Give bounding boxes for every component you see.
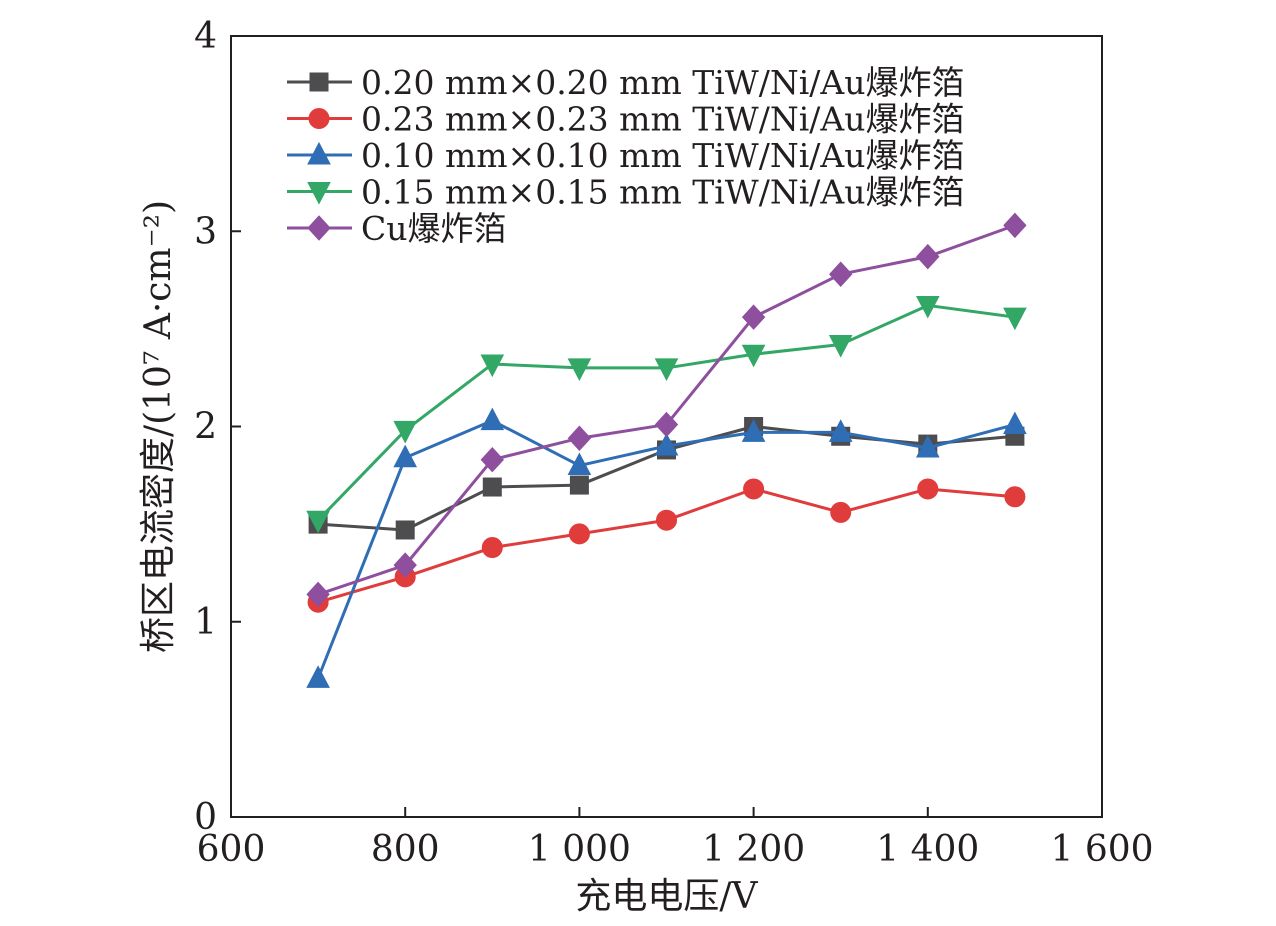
data-point xyxy=(916,243,940,270)
legend-swatch-marker xyxy=(307,182,331,205)
data-point xyxy=(917,478,939,500)
data-point xyxy=(393,420,418,444)
y-axis-title: 桥区电流密度/(10⁷ A·cm⁻²) xyxy=(138,200,179,653)
x-tick-label: 1 000 xyxy=(528,829,631,870)
data-point xyxy=(915,295,940,319)
data-point xyxy=(567,452,592,476)
data-point xyxy=(829,261,853,287)
data-point xyxy=(743,478,765,500)
y-tick-label: 2 xyxy=(194,407,217,448)
data-point xyxy=(828,419,853,442)
data-point xyxy=(480,354,505,378)
data-point xyxy=(1004,486,1026,508)
series-3 xyxy=(306,407,1027,688)
data-point xyxy=(741,344,766,368)
y-axis: 0 1 2 3 4 xyxy=(194,16,241,838)
data-point xyxy=(654,411,679,438)
data-point xyxy=(568,523,590,545)
legend-item: 0.20 mm×0.20 mm TiW/Ni/Au爆炸箔 xyxy=(287,63,964,102)
legend-item: 0.15 mm×0.15 mm TiW/Ni/Au爆炸箔 xyxy=(287,173,964,212)
legend-swatch-marker xyxy=(307,141,331,165)
data-point xyxy=(915,434,940,458)
y-tick-label: 1 xyxy=(194,602,217,643)
series-2 xyxy=(307,478,1026,613)
data-point xyxy=(481,537,503,559)
data-point xyxy=(1003,307,1027,331)
x-tick-label: 600 xyxy=(197,829,266,870)
x-tick-label: 800 xyxy=(371,829,440,870)
legend-label: Cu爆炸箔 xyxy=(361,209,507,248)
legend-item: Cu爆炸箔 xyxy=(287,209,507,248)
data-point xyxy=(480,446,504,473)
legend-label: 0.10 mm×0.10 mm TiW/Ni/Au爆炸箔 xyxy=(361,136,964,175)
legend-label: 0.15 mm×0.15 mm TiW/Ni/Au爆炸箔 xyxy=(361,173,964,212)
data-point xyxy=(569,475,589,495)
y-tick-label: 3 xyxy=(194,211,217,252)
x-tick-label: 1 200 xyxy=(702,829,805,870)
series-layer xyxy=(306,212,1027,688)
legend-label: 0.23 mm×0.23 mm TiW/Ni/Au爆炸箔 xyxy=(361,100,964,139)
legend-item: 0.23 mm×0.23 mm TiW/Ni/Au爆炸箔 xyxy=(287,100,964,139)
data-point xyxy=(306,581,330,608)
legend-swatch-marker xyxy=(309,72,329,92)
x-tick-label: 1 600 xyxy=(1050,829,1153,870)
legend-label: 0.20 mm×0.20 mm TiW/Ni/Au爆炸箔 xyxy=(361,63,964,102)
data-point xyxy=(654,432,679,456)
data-point xyxy=(1003,411,1027,435)
data-point xyxy=(656,509,677,531)
data-point xyxy=(830,501,852,523)
data-point xyxy=(393,552,417,578)
legend-swatch-marker xyxy=(307,215,331,241)
data-point xyxy=(828,334,853,358)
series-5 xyxy=(306,212,1027,608)
data-point xyxy=(482,477,502,497)
x-axis-title: 充电电压/V xyxy=(575,876,758,917)
y-tick-label: 0 xyxy=(194,797,217,838)
data-point xyxy=(567,425,592,451)
data-point xyxy=(741,419,766,442)
series-line xyxy=(317,223,1016,596)
data-point xyxy=(741,304,766,330)
x-axis: 600 800 1 000 1 200 1 400 1 600 xyxy=(197,807,1154,870)
x-tick-label: 1 400 xyxy=(876,829,979,870)
data-point xyxy=(480,407,505,431)
data-point xyxy=(1003,212,1027,239)
series-4 xyxy=(306,295,1027,534)
legend-item: 0.10 mm×0.10 mm TiW/Ni/Au爆炸箔 xyxy=(287,136,964,175)
data-point xyxy=(654,358,679,382)
data-point xyxy=(567,358,592,382)
y-tick-label: 4 xyxy=(194,16,217,57)
data-point xyxy=(393,444,418,468)
legend-swatch-marker xyxy=(308,108,330,129)
data-point xyxy=(306,510,330,534)
data-point xyxy=(395,520,415,540)
data-point xyxy=(306,665,330,688)
